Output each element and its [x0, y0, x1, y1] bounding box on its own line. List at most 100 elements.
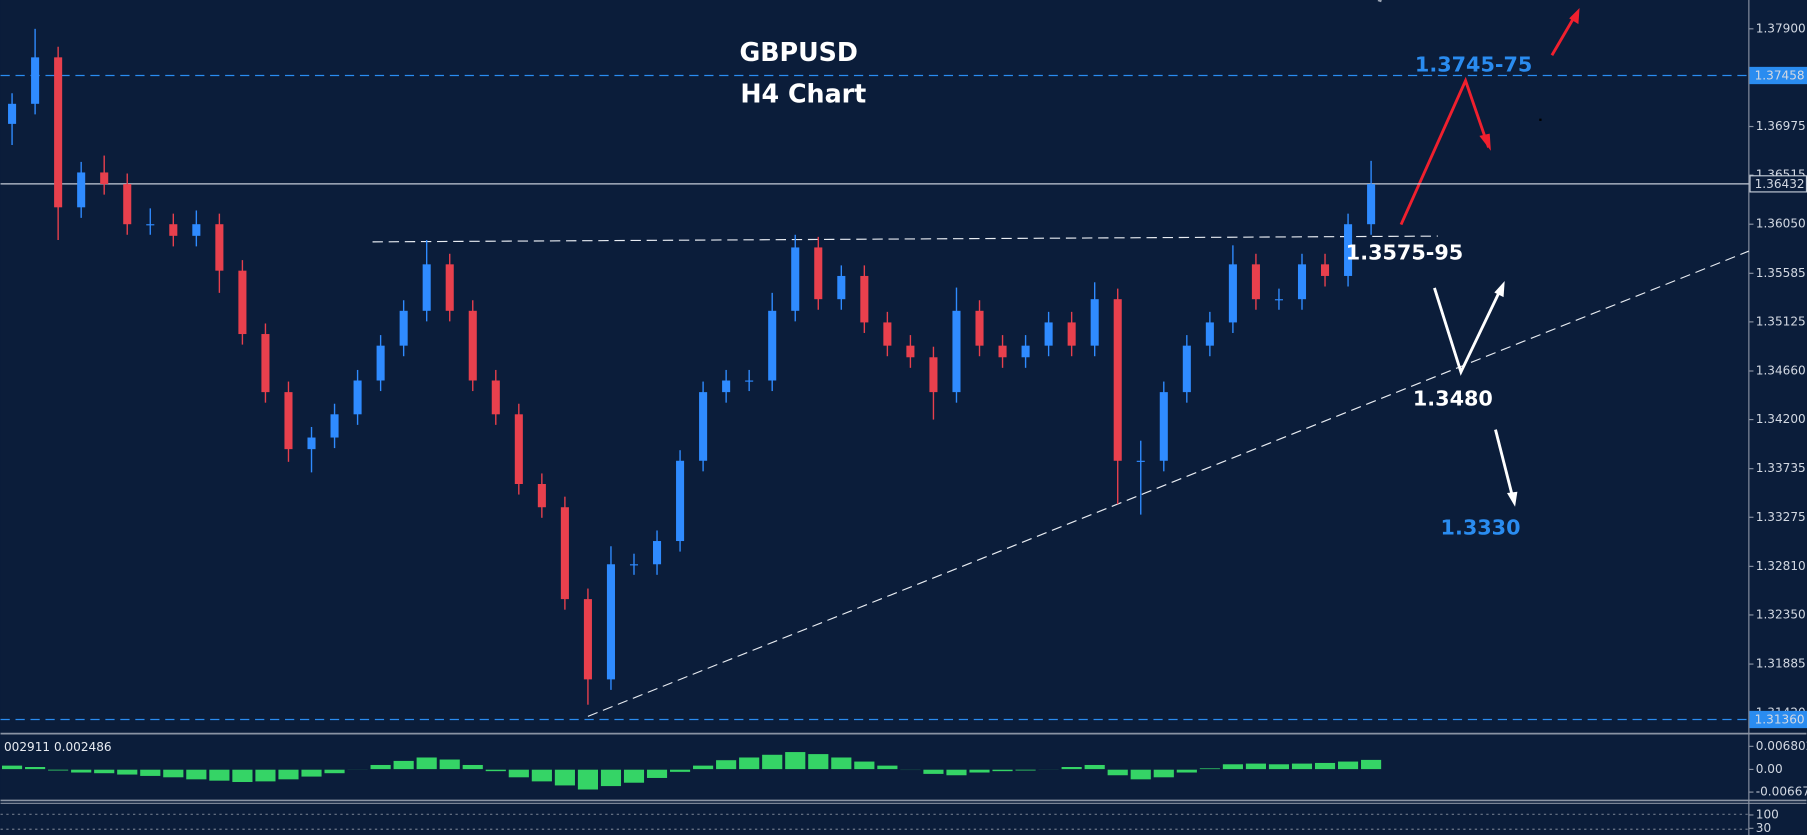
candle-body: [699, 392, 708, 461]
candle-body: [1021, 345, 1030, 358]
macd-bar: [231, 769, 254, 783]
y-tick-label: 1.31885: [1756, 657, 1806, 671]
candle-body: [768, 310, 777, 381]
candle-body: [722, 380, 731, 393]
candle-body: [837, 275, 846, 300]
candle-body: [929, 357, 938, 393]
macd-bar: [669, 769, 691, 773]
macd-bar: [369, 764, 392, 770]
candle-body: [998, 345, 1007, 358]
candle-body: [192, 224, 201, 236]
macd-bar: [577, 769, 599, 791]
macd-bar: [531, 769, 553, 782]
annotation: 1.3745-75: [1415, 53, 1532, 77]
annotation: 1.3575-95: [1346, 240, 1463, 264]
candle-body: [514, 414, 523, 485]
candle-body: [1136, 460, 1145, 462]
macd-bar: [1291, 763, 1313, 770]
y-tick-label: 1.32350: [1756, 607, 1806, 621]
candle-body: [31, 57, 40, 104]
candle-body: [100, 172, 109, 185]
macd-bar: [392, 760, 415, 770]
white-arrow-path: [1433, 287, 1503, 376]
macd-bar: [185, 769, 207, 780]
candle-body: [238, 270, 247, 335]
candle-body: [307, 437, 316, 450]
candle-body: [1159, 392, 1168, 461]
macd-bar: [139, 769, 161, 777]
candle-body: [629, 564, 639, 566]
candle-body: [1044, 322, 1053, 346]
candle-body: [606, 564, 615, 680]
macd-bar: [1360, 759, 1382, 770]
macd-bar: [1337, 760, 1359, 770]
candle-body: [560, 507, 569, 600]
candle-body: [399, 310, 408, 346]
y-tick-label: 1.33735: [1756, 461, 1806, 475]
macd-bar: [208, 769, 231, 782]
candle-body: [1205, 322, 1214, 346]
candle-body: [1067, 322, 1076, 346]
macd-bar: [1060, 766, 1083, 770]
macd-bar: [600, 769, 622, 787]
rsi-y-tick-label: 100: [1756, 807, 1779, 821]
y-tick-label: 1.36975: [1756, 119, 1806, 133]
candle-body: [1367, 184, 1376, 225]
macd-bar: [93, 769, 115, 774]
candle-body: [583, 599, 592, 680]
arrow-head: [1494, 281, 1505, 298]
macd-y-tick-label: 0.00: [1756, 762, 1783, 776]
macd-bar: [784, 751, 806, 770]
arrow-head: [1507, 491, 1518, 507]
candle-body: [745, 380, 754, 382]
macd-bar: [1, 765, 23, 770]
price-tag: [1749, 66, 1807, 85]
macd-bar: [968, 769, 991, 774]
candle-body: [491, 380, 500, 415]
red-arrow: [1550, 13, 1578, 57]
price-tag-label: 1.37458: [1755, 69, 1805, 83]
resistance-line: [372, 235, 1438, 243]
price-tag-label: 1.31360: [1755, 713, 1805, 727]
candle-body: [54, 57, 63, 208]
y-tick-label: 1.37900: [1756, 21, 1806, 35]
macd-bar: [715, 759, 737, 770]
macd-bar: [738, 756, 760, 770]
candle-body: [883, 322, 892, 346]
macd-bar: [1222, 763, 1244, 770]
candle-body: [1274, 299, 1283, 301]
macd-bar: [830, 756, 852, 770]
macd-bar: [416, 756, 438, 770]
candle-body: [1113, 299, 1122, 461]
mark: [1377, 0, 1382, 3]
candle-body: [215, 224, 224, 271]
y-tick-label: 1.33275: [1756, 510, 1806, 524]
chart-title: GBPUSD: [739, 37, 858, 67]
candle-body: [791, 247, 800, 311]
candle-body: [537, 484, 546, 508]
macd-bar: [1084, 764, 1106, 770]
arrow-head: [1569, 8, 1580, 25]
candle-body: [1321, 264, 1330, 276]
candle-body: [376, 345, 385, 381]
annotation: 1.3480: [1413, 387, 1493, 411]
candle-body: [975, 310, 984, 346]
macd-bar: [623, 769, 645, 784]
macd-y-tick-label: 0.006802: [1756, 739, 1807, 753]
macd-bar: [1314, 762, 1336, 770]
annotation: 1.3330: [1441, 516, 1521, 540]
candle-body: [1297, 264, 1307, 300]
candle-body: [952, 310, 961, 393]
candle-body: [906, 345, 915, 358]
candle-body: [284, 392, 293, 450]
price-tag-label: 1.36432: [1755, 177, 1805, 191]
y-tick-label: 1.32810: [1756, 559, 1806, 573]
candle-body: [860, 275, 869, 323]
candle-body: [8, 103, 17, 124]
macd-bar: [554, 769, 576, 787]
macd-bar: [47, 769, 69, 772]
price-tag: [1749, 710, 1807, 729]
macd-bar: [1014, 769, 1037, 772]
macd-bar: [300, 769, 323, 778]
